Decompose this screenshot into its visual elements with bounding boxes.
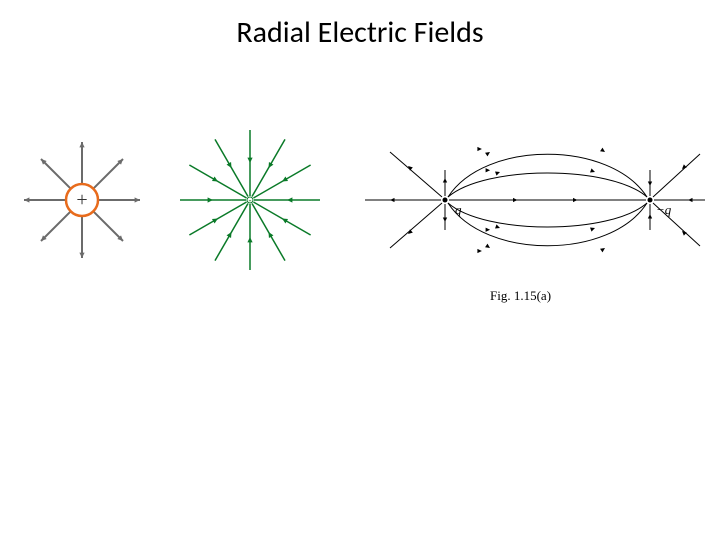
page-title: Radial Electric Fields (0, 14, 720, 51)
dipole-field: q −q (350, 122, 710, 292)
svg-text:q: q (455, 202, 462, 217)
positive-radial-field: + (12, 130, 152, 270)
svg-text:-: - (249, 195, 252, 205)
slide: Radial Electric Fields + - q −q Fig. 1.15… (0, 0, 720, 540)
figure-caption: Fig. 1.15(a) (490, 288, 551, 304)
svg-text:+: + (76, 189, 87, 211)
negative-radial-field: - (170, 120, 330, 280)
svg-text:−q: −q (656, 202, 672, 217)
figures-row: + - q−q Fig. 1.15(a) (0, 120, 720, 300)
